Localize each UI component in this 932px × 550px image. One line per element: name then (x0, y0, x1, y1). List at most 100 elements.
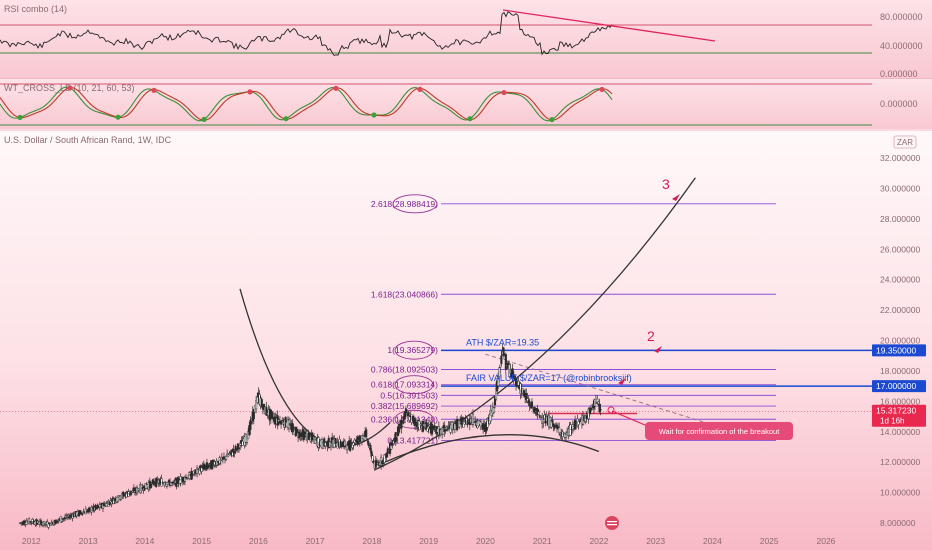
ath-label: ATH $/ZAR=19.35 (466, 337, 539, 347)
candle-body (553, 425, 556, 429)
x-tick-label: 2021 (533, 536, 552, 546)
x-tick-label: 2020 (476, 536, 495, 546)
rsi-divergence-line (502, 9, 716, 42)
candle-body (407, 412, 410, 417)
callout-text: Wait for confirmation of the breakout (659, 427, 781, 436)
candle-body (504, 354, 507, 370)
fib-level-label: 0.786(18.092503) (371, 365, 438, 375)
wave-cross-dot (417, 86, 423, 92)
candle-body (453, 423, 456, 430)
candle-body (537, 411, 540, 415)
y-tick-label: 24.000000 (880, 275, 920, 285)
candle-body (208, 465, 211, 467)
candle-body (502, 347, 505, 356)
timer-badge: 1d 16h (880, 417, 904, 426)
x-tick-label: 2019 (419, 536, 438, 546)
candle-body (308, 432, 311, 437)
candle-body (110, 501, 113, 504)
y-tick-label: 12.000000 (880, 457, 920, 467)
candle-body (238, 447, 241, 449)
x-tick-label: 2025 (760, 536, 779, 546)
candle-body (188, 472, 191, 479)
candle-body (236, 443, 239, 450)
candle-body (528, 401, 531, 407)
rsi-line (0, 11, 613, 56)
candle-body (533, 407, 536, 412)
candle-body (249, 420, 252, 430)
x-tick-label: 2022 (589, 536, 608, 546)
candle-body (408, 416, 411, 421)
rsi-tick-40: 40.000000 (880, 41, 923, 51)
wave-cross-dot (247, 89, 253, 95)
wave-cross-dot (115, 114, 121, 120)
candle-body (419, 423, 422, 426)
candle-body (398, 423, 401, 433)
wave-cross-dot (201, 116, 207, 122)
candle-body (280, 421, 283, 425)
rsi-panel-bg (0, 0, 932, 78)
candle-body (391, 441, 394, 447)
fib-level-label: 0(13.417721) (387, 436, 438, 446)
candle-body (191, 474, 194, 477)
x-tick-label: 2023 (646, 536, 665, 546)
y-tick-label: 20.000000 (880, 336, 920, 346)
candle-body (530, 401, 533, 409)
candle-body (281, 420, 284, 422)
candle-body (196, 467, 199, 474)
candle-body (256, 396, 259, 403)
fib-level-label: 1(19.365279) (387, 345, 438, 355)
candle-body (577, 421, 580, 425)
fib-level-label: 0.5(16.391503) (380, 390, 438, 400)
flag-icon-stripes (607, 521, 617, 523)
parabolic-curve (374, 177, 696, 471)
fib-level-label: 1.618(23.040866) (371, 289, 438, 299)
candle-body (175, 477, 178, 488)
y-tick-label: 26.000000 (880, 244, 920, 254)
target-3-number: 3 (662, 176, 670, 192)
candle-body (334, 437, 337, 444)
candle-body (539, 415, 543, 418)
currency-badge-box (893, 135, 917, 149)
wave-cross-dot (151, 87, 157, 93)
ath-badge-box (872, 344, 926, 357)
x-tick-label: 2013 (79, 536, 98, 546)
fib-level-label: 2.618(28.988419) (371, 199, 438, 209)
candle-body (49, 523, 52, 526)
fair-value-label: FAIR VALUE $/ZAR=17 (@robinbrooksiif) (466, 373, 632, 383)
fib-highlight-ellipse (394, 375, 434, 395)
y-tick-label: 10.000000 (880, 488, 920, 498)
candle-body (365, 429, 368, 438)
wave-cross-dot (333, 85, 339, 91)
candle-body (558, 427, 561, 434)
candle-body (599, 409, 602, 411)
candle-body (245, 436, 249, 443)
candle-body (431, 424, 434, 435)
candle-body (462, 421, 465, 428)
flag-icon-stripes (607, 524, 617, 526)
rsi-tick-80: 80.000000 (880, 12, 923, 22)
y-tick-label: 28.000000 (880, 214, 920, 224)
fib-highlights (392, 194, 438, 429)
candle-body (81, 513, 84, 515)
wave-panel-bg (0, 79, 932, 129)
candle-body (349, 440, 352, 451)
candle-body (401, 422, 404, 424)
candle-body (554, 424, 557, 426)
candle-body (499, 364, 502, 368)
candle-body (233, 451, 236, 454)
dashed-trend-line (485, 353, 731, 431)
candle-body (598, 404, 601, 413)
y-tick-label: 8.000000 (880, 518, 916, 528)
candle-body (500, 355, 503, 364)
x-axis: 2012 2013 2014 2015 2016 2017 2018 2019 2020 2021… (22, 536, 836, 546)
x-tick-label: 2016 (249, 536, 268, 546)
candle-body (80, 512, 83, 514)
wave-cross-dot (371, 112, 377, 118)
rsi-title: RSI combo (14) (4, 4, 67, 14)
ath-badge: 19.350000 (876, 345, 916, 355)
y-tick-label: 18.000000 (880, 366, 920, 376)
target-2-number: 2 (647, 328, 655, 344)
candle-body (366, 439, 369, 441)
rsi-panel: RSI combo (14) 80.000000 40.000000 0.000… (0, 4, 923, 79)
fair-value-arrow (618, 378, 626, 385)
